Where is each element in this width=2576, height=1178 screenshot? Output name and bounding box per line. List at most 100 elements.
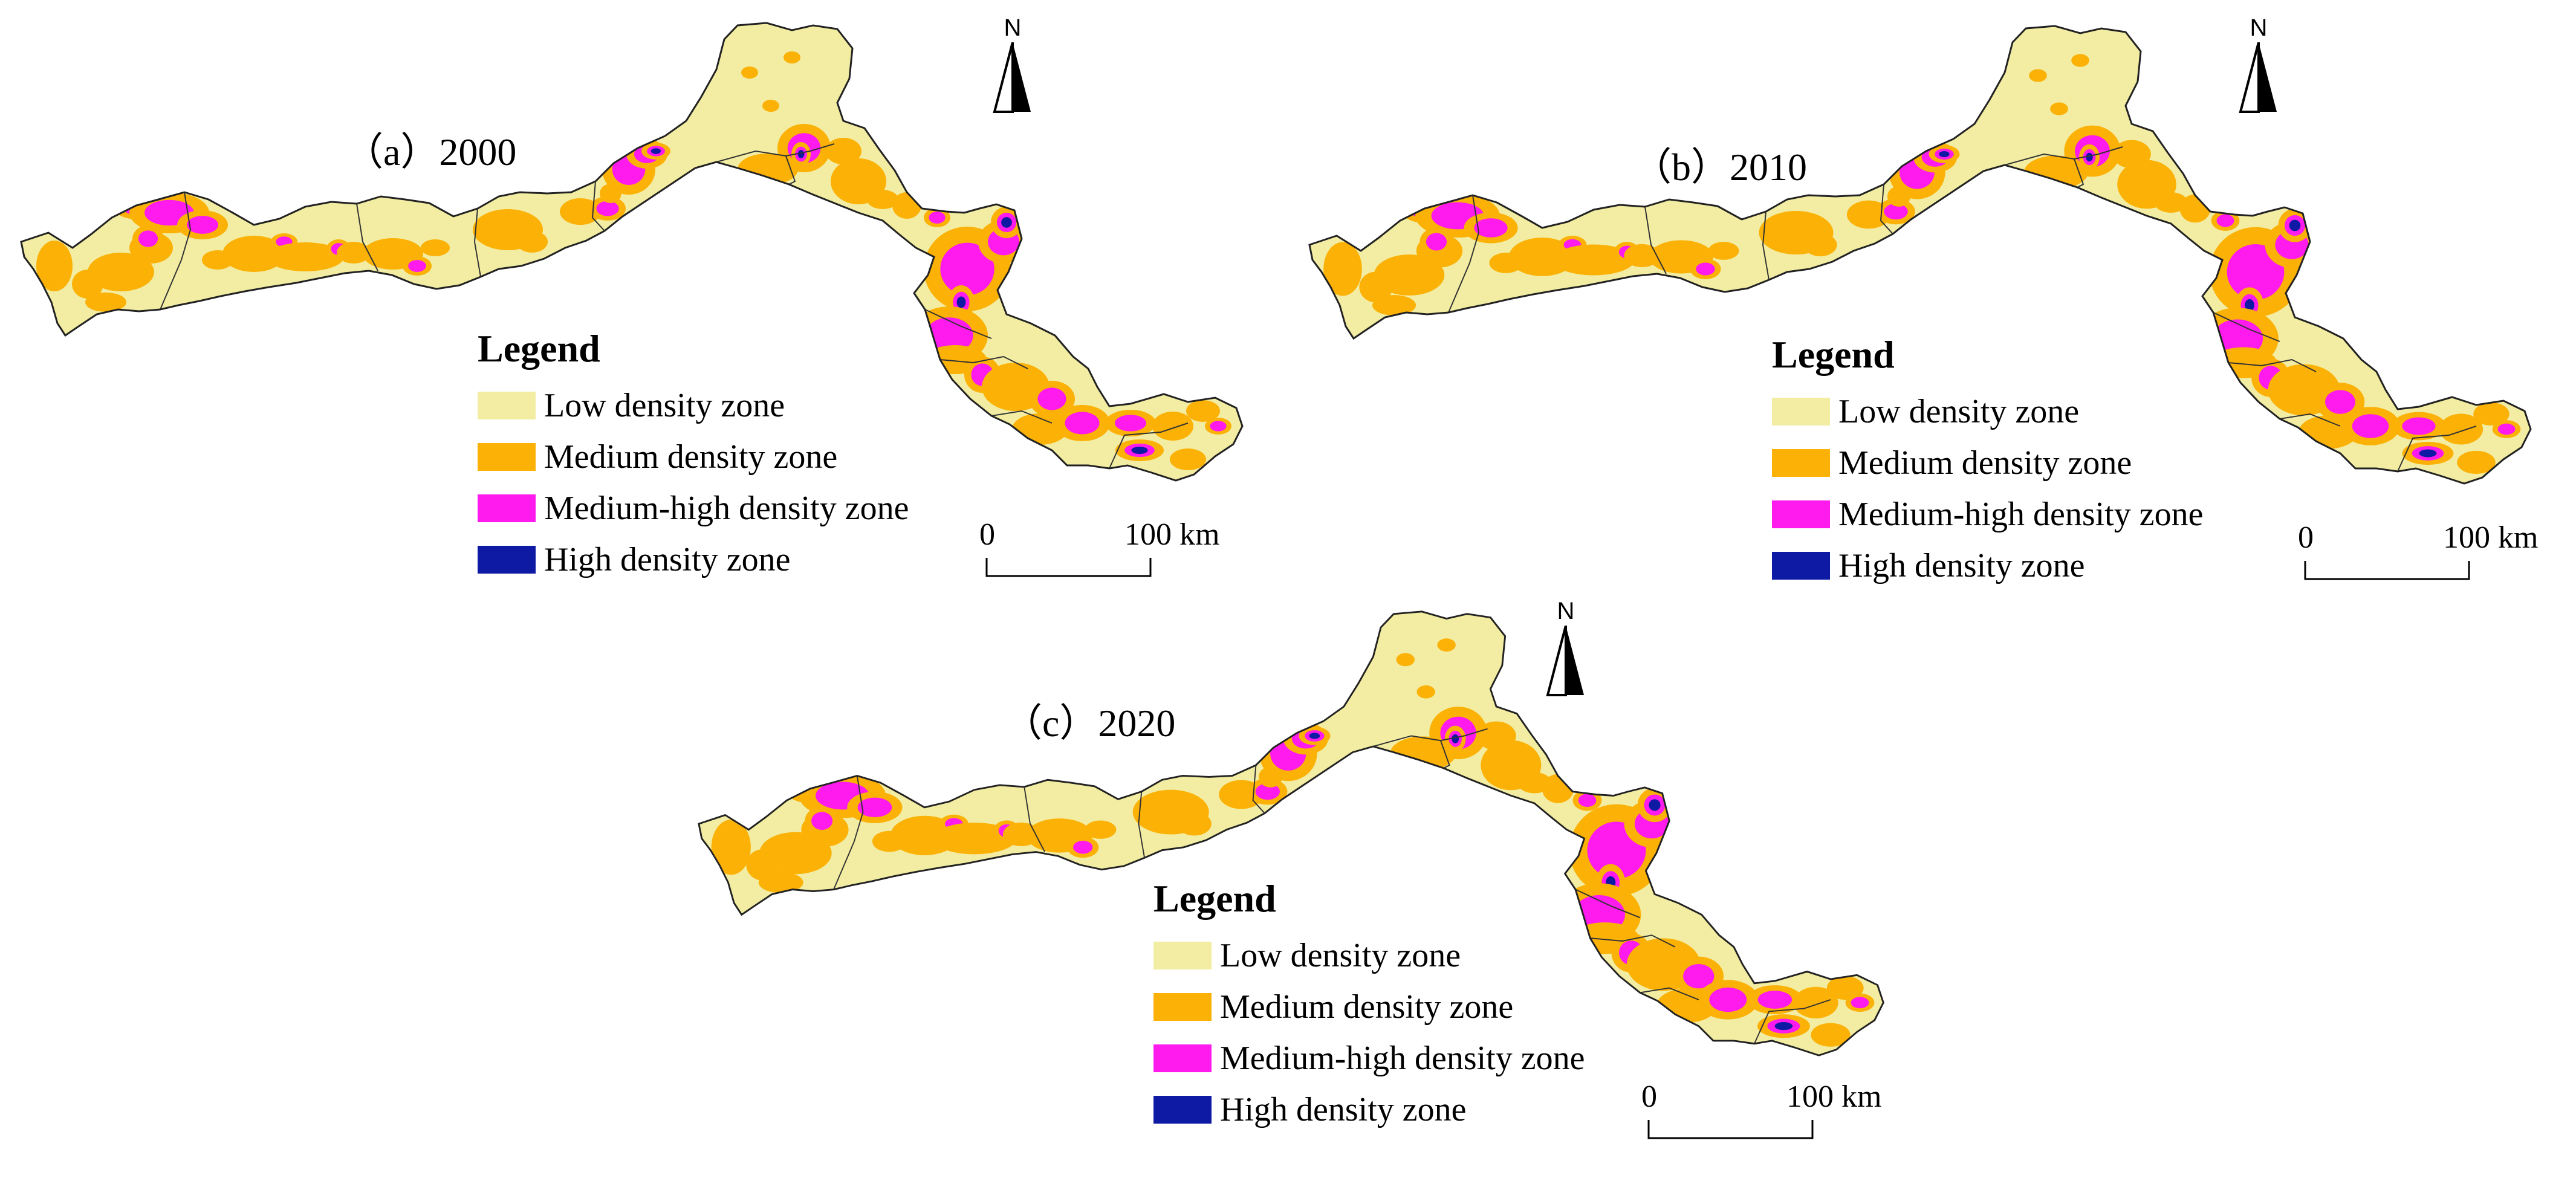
- medium-density-spot: [1437, 638, 1456, 652]
- medium-density-spot: [1803, 233, 1837, 257]
- medium-density-spot: [1887, 186, 1911, 207]
- county-boundary: [939, 355, 1028, 369]
- county-boundary: [160, 192, 192, 310]
- map-panel-2000: （a）2000 N Legend Low density zone Medium…: [0, 0, 1288, 604]
- medium-density-spot: [758, 872, 803, 893]
- medium-density-spot: [1396, 653, 1415, 667]
- county-boundary: [1440, 740, 1450, 769]
- medium-high-density-spot: [1073, 841, 1093, 854]
- region-outline: [20, 22, 1244, 482]
- legend-title: Legend: [1153, 877, 1276, 920]
- scale-bar-graphic: [2304, 561, 2470, 580]
- legend-label-low: Low density zone: [1220, 936, 1461, 974]
- legend-swatch-medium-high: [1772, 500, 1830, 528]
- medium-density-spot: [222, 236, 285, 272]
- medium-high-density-spot: [1884, 203, 1908, 220]
- medium-density-spot: [1259, 766, 1283, 788]
- medium-density-spot: [1708, 242, 1739, 260]
- county-boundary: [1448, 195, 1480, 313]
- medium-density-spot: [600, 184, 621, 203]
- medium-high-density-spot: [1578, 794, 1597, 807]
- county-boundary: [473, 208, 481, 277]
- legend-swatch-medium-high: [1153, 1044, 1212, 1072]
- medium-high-density-spot: [857, 797, 892, 818]
- north-arrow: N: [1542, 598, 1590, 698]
- medium-high-density-spot: [1683, 963, 1715, 989]
- medium-density-spot: [1085, 820, 1117, 839]
- north-arrow: N: [2234, 15, 2283, 115]
- high-density-spot: [797, 150, 805, 158]
- legend-item-medium: Medium density zone: [1153, 981, 1585, 1032]
- scale-bar-graphic: [985, 558, 1152, 577]
- county-boundary: [924, 309, 992, 339]
- medium-density-spot: [1170, 448, 1206, 470]
- county-boundary: [356, 203, 378, 271]
- legend-item-low: Low density zone: [1153, 930, 1585, 981]
- county-boundary: [1252, 765, 1265, 814]
- county-boundary: [2279, 413, 2341, 427]
- density-map: [1308, 25, 2532, 485]
- legend: Legend Low density zone Medium density z…: [1772, 332, 2203, 591]
- medium-density-spot: [2029, 69, 2047, 82]
- legend-swatch-low: [1772, 397, 1830, 426]
- legend-item-medium: Medium density zone: [478, 431, 909, 482]
- medium-density-spot: [762, 100, 779, 112]
- scale-distance-label: 100 km: [1786, 1079, 1882, 1114]
- north-arrow-icon: [993, 42, 1031, 113]
- scale-bar-graphic: [1647, 1120, 1814, 1139]
- county-boundary: [591, 181, 605, 231]
- medium-density-spot: [1826, 976, 1864, 1000]
- high-density-spot: [1939, 150, 1950, 158]
- legend-label-low: Low density zone: [544, 386, 785, 424]
- region-outline: [698, 610, 1884, 1057]
- legend-label-medium: Medium density zone: [1220, 988, 1514, 1026]
- medium-density-spot: [2457, 450, 2496, 474]
- legend-label-medium-high: Medium-high density zone: [1838, 495, 2204, 533]
- legend-item-medium: Medium density zone: [1772, 437, 2203, 488]
- medium-density-spot: [784, 51, 800, 63]
- medium-density-spot: [2154, 192, 2188, 213]
- high-density-spot: [2419, 449, 2437, 458]
- medium-density-spot: [85, 293, 126, 312]
- medium-high-density-spot: [1426, 233, 1447, 251]
- legend-swatch-low: [1153, 941, 1212, 969]
- region-outline: [1308, 25, 2532, 485]
- medium-density-spot: [711, 820, 751, 875]
- medium-density-spot: [741, 66, 758, 79]
- medium-high-density-spot: [2216, 214, 2234, 227]
- high-density-spot: [2086, 152, 2093, 162]
- north-label: N: [1004, 15, 1022, 41]
- high-density-spot: [2289, 219, 2301, 231]
- panel-title: （b）2010: [1633, 146, 1807, 189]
- county-boundary: [1644, 206, 1667, 274]
- legend-swatch-high: [1153, 1095, 1212, 1124]
- medium-high-density-spot: [1114, 415, 1147, 432]
- map-panel-2020: （c）2020 N Legend Low density zone Medium…: [659, 589, 1947, 1176]
- map-panel-2010: （b）2010 N Legend Low density zone Medium…: [1288, 3, 2576, 607]
- density-map: [20, 22, 1244, 482]
- scale-zero-label: 0: [979, 517, 995, 552]
- high-density-spot: [1452, 734, 1459, 743]
- medium-density-spot: [2071, 54, 2089, 67]
- medium-density-spot: [2473, 402, 2509, 426]
- county-boundary: [785, 155, 796, 185]
- medium-density-spot: [2439, 413, 2484, 445]
- legend-item-high: High density zone: [1772, 540, 2203, 591]
- high-density-spot: [1001, 217, 1012, 228]
- legend-swatch-medium-high: [478, 494, 536, 522]
- legend-swatch-low: [478, 391, 536, 419]
- scale-distance-label: 100 km: [1124, 517, 1220, 552]
- scale-zero-label: 0: [2298, 520, 2314, 555]
- medium-high-density-spot: [2497, 423, 2516, 435]
- medium-high-density-spot: [811, 812, 833, 830]
- county-boundary: [833, 775, 864, 890]
- high-density-spot: [650, 148, 661, 154]
- county-boundary: [1754, 999, 1831, 1044]
- scale-zero-label: 0: [1641, 1079, 1657, 1114]
- medium-high-density-spot: [929, 212, 946, 224]
- legend-item-high: High density zone: [1153, 1084, 1585, 1135]
- north-label: N: [1557, 598, 1575, 624]
- county-boundary: [2074, 158, 2084, 188]
- legend-title: Legend: [1772, 333, 1895, 376]
- high-density-spot: [1649, 799, 1661, 811]
